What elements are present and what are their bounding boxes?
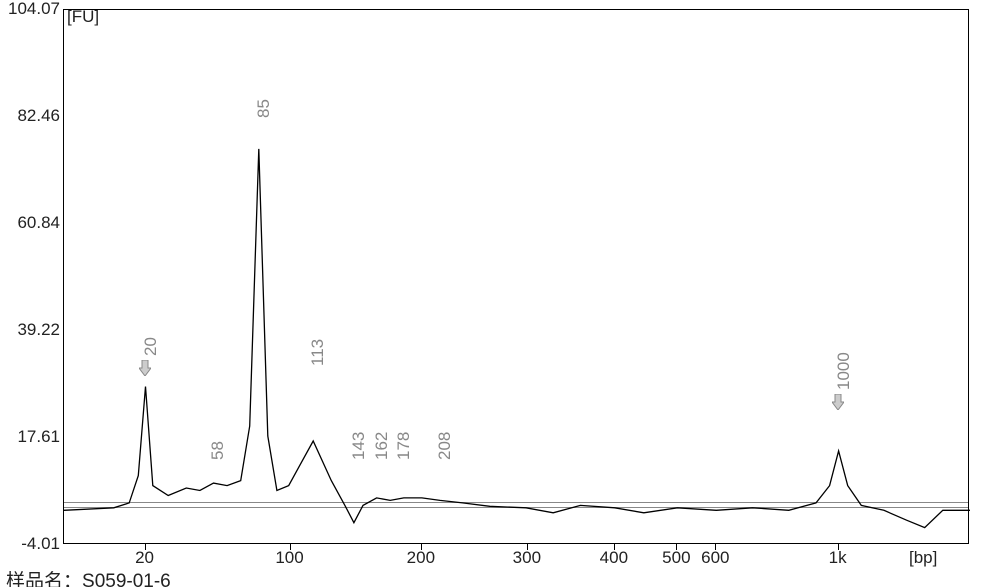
y-tick-label: 82.46 [17, 106, 60, 126]
x-tick-label: 1k [829, 548, 847, 568]
x-tick-mark [527, 544, 528, 550]
sample-name: S059-01-6 [82, 571, 171, 587]
electropherogram-trace [64, 10, 970, 545]
x-tick-mark [715, 544, 716, 550]
x-tick-label: 500 [662, 548, 690, 568]
x-tick-mark [290, 544, 291, 550]
peak-label: 58 [208, 441, 228, 460]
peak-label: 208 [435, 431, 455, 459]
peak-label: 113 [308, 339, 328, 366]
x-tick-label: 100 [275, 548, 303, 568]
down-arrow-icon [832, 394, 844, 410]
sample-name-label: 样品名：S059-01-6 [6, 566, 171, 587]
y-axis-unit: [FU] [67, 7, 99, 27]
y-tick-label: 60.84 [17, 213, 60, 233]
x-tick-label: 400 [600, 548, 628, 568]
x-tick-mark [676, 544, 677, 550]
peak-label: 143 [349, 431, 369, 459]
plot-area [63, 9, 969, 544]
x-tick-mark [145, 544, 146, 550]
x-tick-mark [421, 544, 422, 550]
x-axis-unit: [bp] [909, 548, 937, 568]
x-tick-label: 600 [701, 548, 729, 568]
peak-label: 1000 [834, 353, 854, 391]
peak-label: 178 [394, 431, 414, 459]
y-tick-label: 39.22 [17, 320, 60, 340]
chart-container: [FU] [bp] -4.01 17.61 39.22 60.84 82.46 104.0… [0, 0, 1000, 587]
x-tick-mark [838, 544, 839, 550]
x-tick-label: 200 [407, 548, 435, 568]
peak-label: 20 [141, 337, 161, 356]
peak-label: 162 [372, 431, 392, 459]
x-tick-label: 20 [135, 548, 154, 568]
x-tick-mark [614, 544, 615, 550]
y-tick-label: 104.07 [8, 0, 60, 19]
y-tick-label: 17.61 [17, 427, 60, 447]
down-arrow-icon [139, 360, 151, 376]
sample-prefix: 样品名： [6, 571, 82, 587]
y-tick-label: -4.01 [21, 534, 60, 554]
x-tick-label: 300 [513, 548, 541, 568]
peak-label: 85 [254, 99, 274, 118]
